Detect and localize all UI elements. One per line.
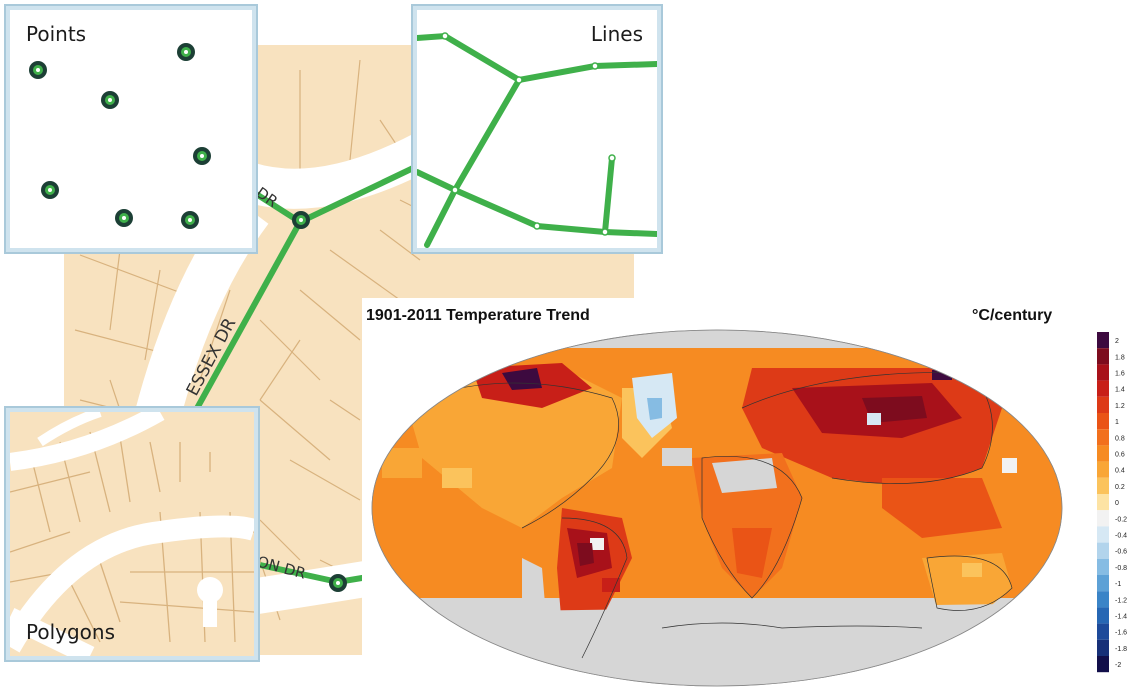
legend-swatch — [1097, 413, 1109, 430]
legend-tick-label: 1 — [1115, 419, 1119, 426]
legend-tick-label: 1.6 — [1115, 371, 1125, 378]
point-feature — [193, 147, 211, 165]
legend-tick-label: -0.4 — [1115, 533, 1127, 540]
legend-swatch — [1097, 332, 1109, 349]
legend-tick-label: 1.2 — [1115, 403, 1125, 410]
intersection-point — [292, 211, 310, 229]
polygon-features — [10, 412, 254, 656]
point-feature — [181, 211, 199, 229]
points-label: Points — [26, 22, 87, 46]
legend-tick-label: -1.2 — [1115, 597, 1127, 604]
legend-swatch — [1097, 477, 1109, 494]
legend-tick-label: -1.4 — [1115, 614, 1127, 621]
legend-swatch — [1097, 380, 1109, 397]
point-feature — [29, 61, 47, 79]
legend-tick-label: -0.6 — [1115, 549, 1127, 556]
robinson-world-map — [371, 329, 1063, 687]
legend-tick-label: 0.2 — [1115, 484, 1125, 491]
legend-swatch — [1097, 591, 1109, 608]
map-unit: °C/century — [972, 307, 1053, 324]
legend-tick-label: -1.8 — [1115, 646, 1127, 653]
legend-swatch — [1097, 656, 1109, 673]
legend-tick-label: 0.6 — [1115, 452, 1125, 459]
legend-swatch — [1097, 526, 1109, 543]
legend-swatch — [1097, 607, 1109, 624]
legend-swatch — [1097, 364, 1109, 381]
line-features — [417, 32, 657, 248]
point-feature — [177, 43, 195, 61]
legend-swatch — [1097, 575, 1109, 592]
lines-label: Lines — [590, 22, 643, 46]
legend-swatch — [1097, 429, 1109, 446]
temperature-map-figure: 1901-2011 Temperature Trend °C/century — [362, 298, 1140, 691]
legend-colorbar: 2 1.8 1.6 1.4 1.2 1 0.8 0.6 0.4 0.2 0 -0.2 -0.4 -0.6 -… — [1097, 332, 1127, 673]
legend-tick-label: -1.6 — [1115, 630, 1127, 637]
legend-swatch — [1097, 445, 1109, 462]
legend-tick-label: 1.4 — [1115, 387, 1125, 394]
legend-swatch — [1097, 639, 1109, 656]
polygons-panel: Polygons — [10, 412, 254, 656]
legend-tick-label: -0.8 — [1115, 565, 1127, 572]
legend-swatch — [1097, 510, 1109, 527]
point-features — [29, 43, 211, 229]
legend-tick-label: -1 — [1115, 581, 1121, 588]
lines-panel: Lines — [417, 10, 657, 248]
legend-swatch — [1097, 623, 1109, 640]
legend-swatch — [1097, 558, 1109, 575]
legend-tick-label: 0.4 — [1115, 468, 1125, 475]
legend-tick-label: 1.8 — [1115, 354, 1125, 361]
polygons-label: Polygons — [26, 620, 116, 644]
legend-swatch — [1097, 494, 1109, 511]
legend-swatch — [1097, 348, 1109, 365]
legend-tick-label: 0.8 — [1115, 435, 1125, 442]
point-feature — [101, 91, 119, 109]
legend-tick-label: 0 — [1115, 500, 1119, 507]
legend-swatch — [1097, 396, 1109, 413]
point-feature — [41, 181, 59, 199]
points-panel: Points — [10, 10, 252, 248]
legend-tick-label: -0.2 — [1115, 516, 1127, 523]
map-title: 1901-2011 Temperature Trend — [366, 307, 590, 324]
legend-swatch — [1097, 461, 1109, 478]
legend-tick-label: -2 — [1115, 662, 1121, 669]
legend-swatch — [1097, 542, 1109, 559]
intersection-point — [329, 574, 347, 592]
legend-tick-label: 2 — [1115, 338, 1119, 345]
point-feature — [115, 209, 133, 227]
